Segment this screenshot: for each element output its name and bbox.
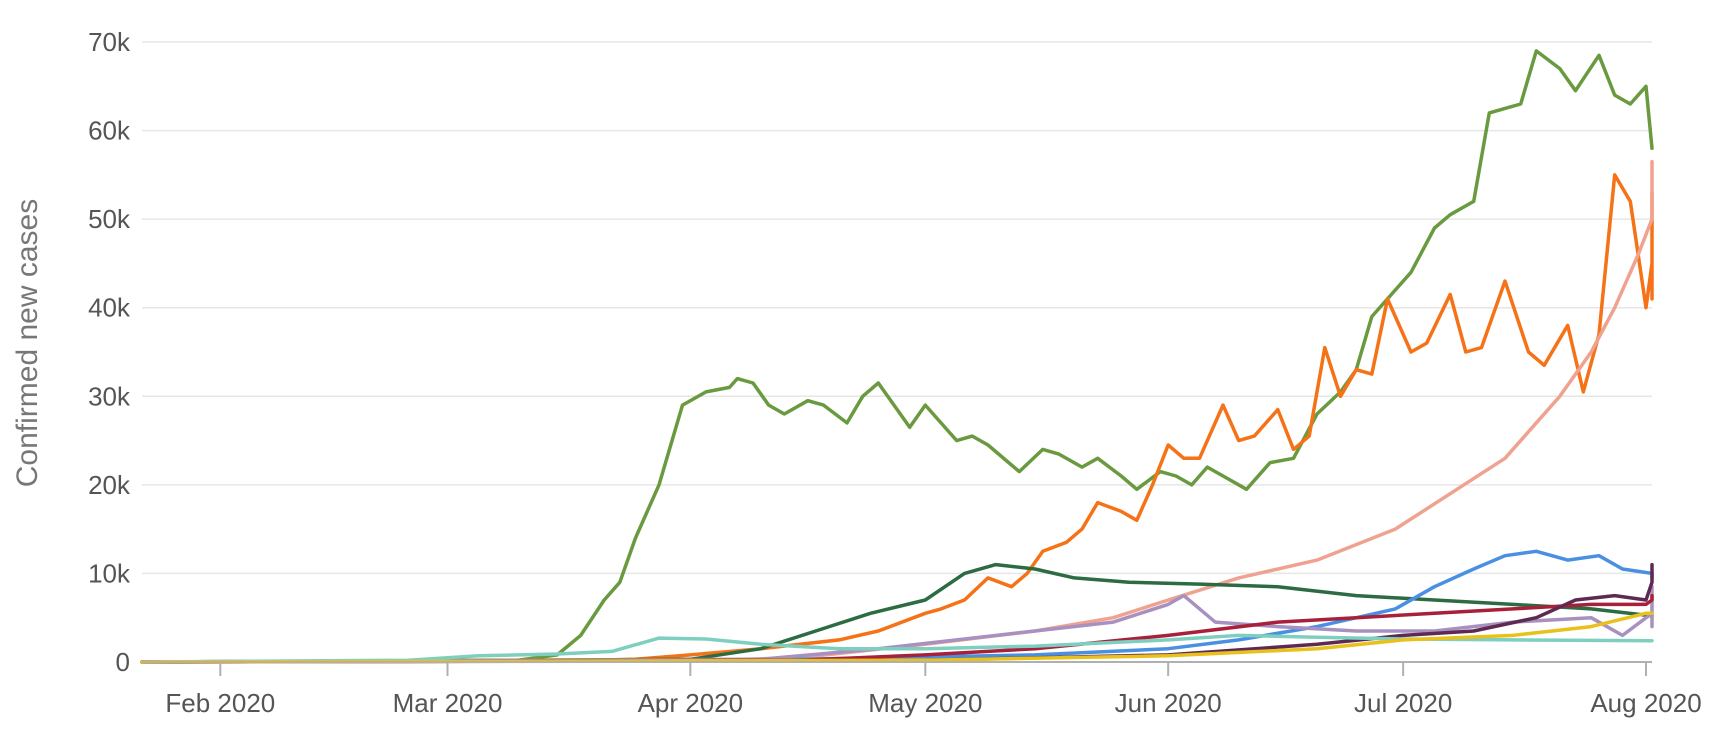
y-tick-label: 60k <box>88 116 131 146</box>
y-tick-label: 30k <box>88 381 131 411</box>
x-tick-label: Apr 2020 <box>638 688 744 718</box>
series-line-2 <box>140 173 1654 664</box>
y-tick-label: 50k <box>88 204 131 234</box>
x-tick-label: May 2020 <box>868 688 982 718</box>
y-axis-title: Confirmed new cases <box>11 199 44 487</box>
x-tick-label: Feb 2020 <box>165 688 275 718</box>
y-tick-label: 70k <box>88 27 131 57</box>
y-tick-label: 20k <box>88 470 131 500</box>
x-tick-label: Jun 2020 <box>1115 688 1222 718</box>
axes: 0 10k 20k 30k 40k 50k 60k 70k Feb 2020 Mar 2020 Ap… <box>88 27 1702 718</box>
y-tick-label: 0 <box>116 647 130 677</box>
series-line-1 <box>140 49 1654 664</box>
series-line-4 <box>140 562 1654 664</box>
x-tick-label: Jul 2020 <box>1354 688 1452 718</box>
series-line-7 <box>140 593 1654 664</box>
y-tick-label: 40k <box>88 293 131 323</box>
series-line-9 <box>140 633 1654 664</box>
series-line-10 <box>140 611 1654 664</box>
y-tick-label: 10k <box>88 558 131 588</box>
series-line-5 <box>140 549 1654 664</box>
x-tick-label: Aug 2020 <box>1590 688 1701 718</box>
x-tick-label: Mar 2020 <box>393 688 503 718</box>
gridlines <box>142 41 1652 575</box>
series-lines <box>140 49 1654 664</box>
